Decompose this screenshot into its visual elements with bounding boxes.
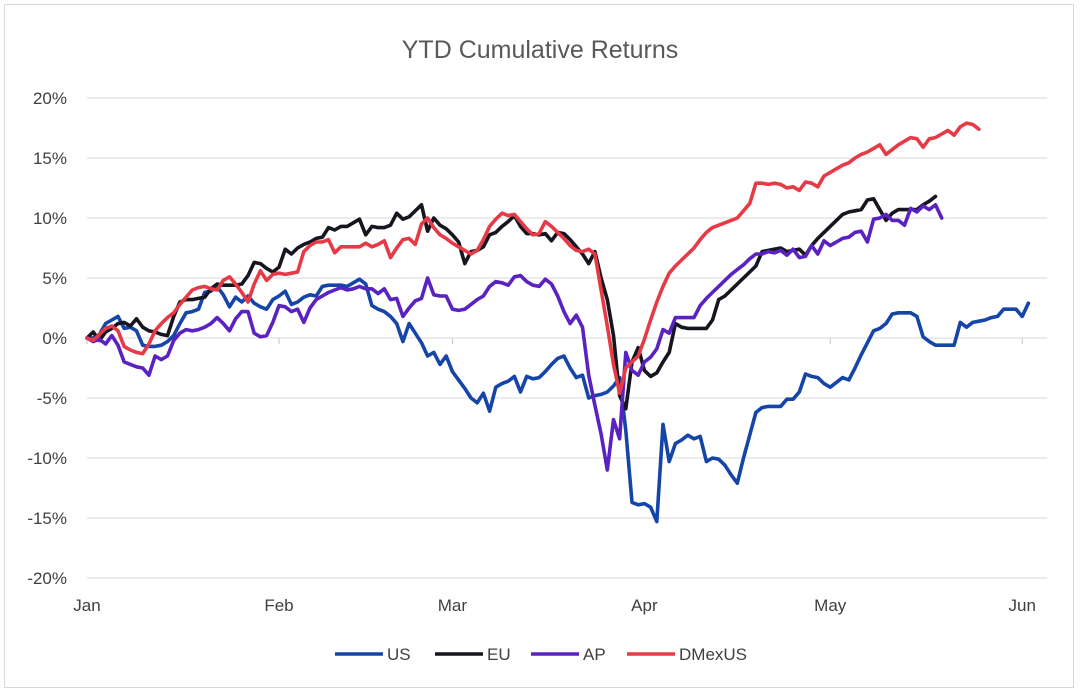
series-line-dmexus	[85, 121, 981, 395]
x-tick-label: Mar	[438, 596, 468, 615]
legend-label-us: US	[387, 645, 411, 664]
x-tick-label: Jun	[1009, 596, 1036, 615]
x-tick-label: Feb	[264, 596, 293, 615]
y-tick-label: -15%	[27, 509, 67, 528]
y-tick-label: -5%	[37, 389, 67, 408]
y-tick-label: 20%	[33, 89, 67, 108]
y-axis-ticks: 20% 15% 10% 5% 0% -5% -10% -15% -20%	[27, 89, 67, 588]
line-chart: YTD Cumulative Returns 20% 15% 10% 5% 0% -5% -…	[27, 36, 1047, 664]
gridlines	[87, 97, 1047, 579]
chart-frame: YTD Cumulative Returns 20% 15% 10% 5% 0% -5% -…	[4, 4, 1074, 688]
legend: US EU AP DMexUS	[335, 645, 747, 664]
legend-label-ap: AP	[583, 645, 606, 664]
y-tick-label: 0%	[42, 329, 67, 348]
y-tick-label: -10%	[27, 449, 67, 468]
chart-title: YTD Cumulative Returns	[402, 36, 678, 64]
series-line-us	[85, 277, 1031, 524]
y-tick-label: 10%	[33, 209, 67, 228]
y-tick-label: 5%	[42, 269, 67, 288]
series-line-ap	[85, 203, 944, 472]
series-lines	[85, 121, 1031, 524]
x-tick-label: May	[814, 596, 847, 615]
x-axis-ticks: Jan Feb Mar Apr May Jun	[73, 338, 1036, 615]
y-tick-label: -20%	[27, 569, 67, 588]
x-tick-label: Apr	[631, 596, 658, 615]
legend-label-eu: EU	[487, 645, 511, 664]
x-tick-label: Jan	[73, 596, 100, 615]
y-tick-label: 15%	[33, 149, 67, 168]
legend-label-dmexus: DMexUS	[679, 645, 747, 664]
